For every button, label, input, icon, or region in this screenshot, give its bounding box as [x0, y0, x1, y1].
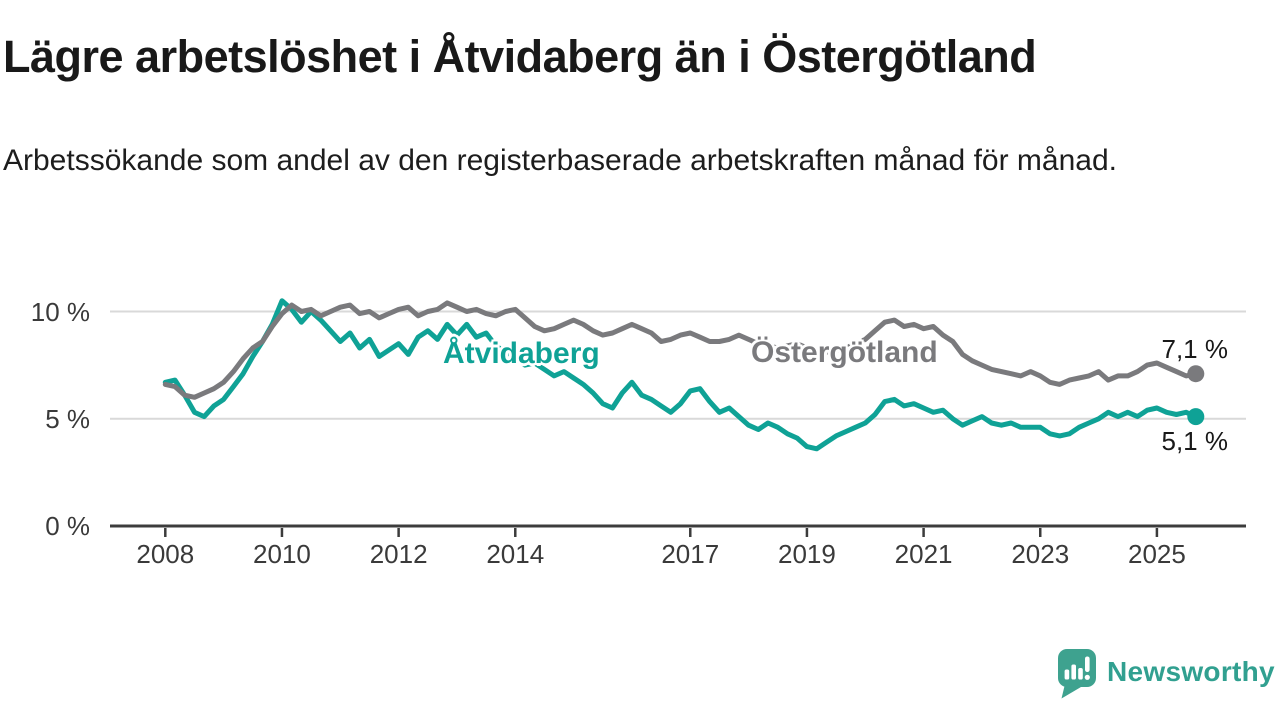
logo-bar-3 — [1078, 668, 1083, 680]
x-axis-tick-label: 2014 — [486, 539, 545, 569]
y-axis-tick-label: 0 % — [45, 511, 90, 541]
y-axis-tick-label: 5 % — [45, 403, 90, 434]
newsworthy-logo-icon — [1058, 649, 1096, 699]
series-label-atvidaberg: Åtvidaberg — [443, 337, 600, 370]
x-axis-tick-label: 2010 — [253, 539, 311, 569]
x-axis-tick-label: 2012 — [369, 539, 428, 569]
logo-bar-2 — [1071, 664, 1076, 680]
logo-bubble-tail — [1061, 684, 1081, 699]
x-axis-tick-label: 2021 — [894, 539, 953, 569]
logo-exclamation-bar — [1085, 656, 1090, 672]
x-axis-tick-label: 2019 — [778, 539, 836, 569]
series-label-ostergotland: Östergötland — [751, 336, 938, 369]
series-end-dot-ostergotland — [1187, 365, 1205, 383]
page-title: Lägre arbetslöshet i Åtvidaberg än i Öst… — [3, 31, 1037, 82]
x-axis-tick-label: 2008 — [136, 539, 195, 569]
x-axis-tick-label: 2025 — [1127, 539, 1186, 569]
x-axis-tick-label: 2023 — [1011, 539, 1070, 569]
series-line-atvidaberg — [162, 298, 1199, 452]
end-value-label-ostergotland: 7,1 % — [1161, 333, 1229, 364]
series-line-ostergotland — [162, 300, 1199, 400]
logo-bubble — [1058, 649, 1096, 687]
y-axis-tick-label: 10 % — [30, 296, 90, 327]
logo-bar-1 — [1064, 669, 1070, 680]
end-value-label-atvidaberg: 5,1 % — [1161, 425, 1229, 456]
chart-subtitle: Arbetssökande som andel av den registerb… — [3, 144, 1117, 177]
x-axis-tick-label: 2017 — [661, 539, 720, 569]
logo-exclamation-dot — [1084, 674, 1090, 680]
newsworthy-logo-text: Newsworthy — [1107, 656, 1275, 687]
series-end-dot-atvidaberg — [1187, 408, 1205, 426]
